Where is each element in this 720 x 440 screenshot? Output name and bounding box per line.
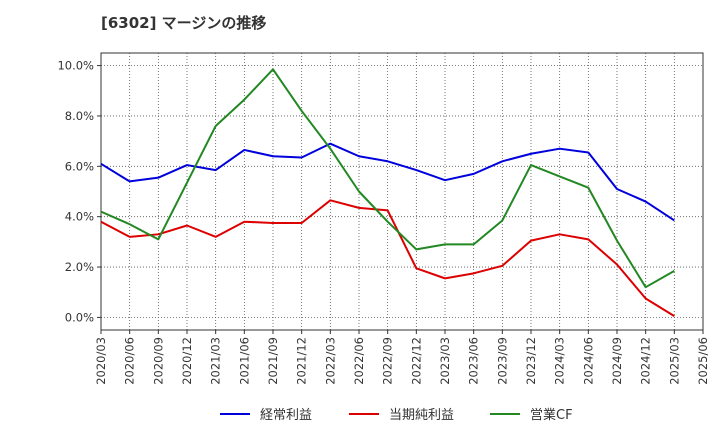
x-tick-label: 2021/06 — [237, 337, 251, 385]
y-tick-label: 8.0% — [65, 109, 94, 123]
series-line-1 — [100, 142, 675, 222]
x-tick-label: 2022/12 — [409, 337, 423, 385]
legend-swatch — [490, 412, 520, 415]
x-tick-label: 2022/06 — [352, 337, 366, 385]
y-tick-label: 6.0% — [65, 159, 94, 173]
legend-item: 営業CF — [490, 404, 573, 423]
x-tick-label: 2021/03 — [209, 337, 223, 385]
x-tick-label: 2023/09 — [495, 337, 509, 385]
legend-swatch — [349, 412, 379, 415]
x-tick-label: 2022/09 — [381, 337, 395, 385]
x-tick-label: 2024/06 — [581, 337, 595, 385]
x-tick-label: 2020/09 — [151, 337, 165, 385]
plot-area — [100, 52, 704, 331]
series-line-2 — [100, 199, 675, 318]
legend: 経常利益 当期純利益 営業CF — [0, 404, 720, 428]
legend-swatch — [220, 412, 250, 415]
x-tick-label: 2024/09 — [610, 337, 624, 385]
x-tick-label: 2020/12 — [180, 337, 194, 385]
x-tick-label: 2021/09 — [266, 337, 280, 385]
legend-item: 当期純利益 — [349, 404, 454, 423]
x-tick-label: 2024/03 — [553, 337, 567, 385]
legend-label: 営業CF — [530, 408, 573, 423]
y-tick-label: 10.0% — [57, 59, 94, 73]
x-tick-label: 2023/03 — [438, 337, 452, 385]
y-tick-label: 0.0% — [65, 310, 94, 324]
legend-label: 当期純利益 — [389, 408, 455, 423]
x-tick-label: 2023/06 — [467, 337, 481, 385]
x-tick-label: 2022/03 — [323, 337, 337, 385]
legend-label: 経常利益 — [260, 408, 313, 423]
x-axis-ticks: 2020/03 2020/06 2020/09 2020/12 2021/03 2021/… — [94, 330, 710, 385]
x-tick-label: 2024/12 — [639, 337, 653, 385]
chart-title: [6302] マージンの推移 — [101, 14, 267, 32]
grid-lines — [100, 53, 704, 330]
x-tick-label: 2021/12 — [295, 337, 309, 385]
x-tick-label: 2020/03 — [94, 337, 108, 385]
y-tick-label: 4.0% — [65, 210, 94, 224]
x-tick-label: 2025/03 — [667, 337, 681, 385]
x-tick-label: 2023/12 — [524, 337, 538, 385]
series-lines — [100, 68, 675, 318]
x-tick-label: 2025/06 — [696, 337, 710, 385]
legend-item: 経常利益 — [220, 404, 312, 423]
x-tick-label: 2020/06 — [123, 337, 137, 385]
series-line-3 — [100, 68, 675, 289]
y-axis-ticks: 0.0% 2.0% 4.0% 6.0% 8.0% 10.0% — [57, 59, 101, 324]
y-tick-label: 2.0% — [65, 260, 94, 274]
